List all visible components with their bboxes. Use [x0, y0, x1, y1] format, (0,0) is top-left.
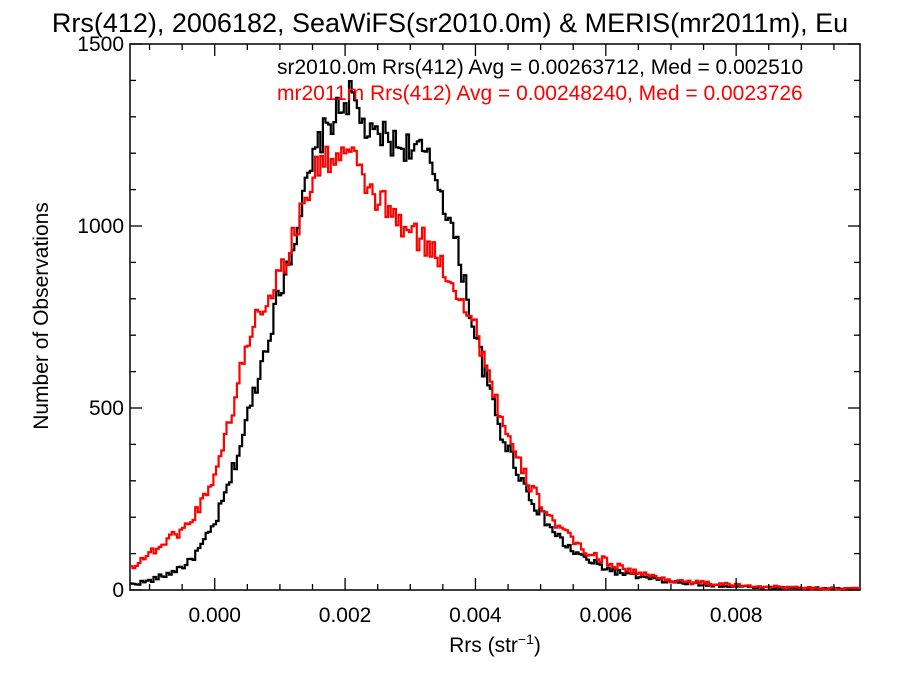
plot-frame: [129, 43, 861, 591]
y-tick-label: 0: [112, 579, 124, 602]
ticks-layer: 0.000 0.002 0.004 0.006 0.008 0 500 1000 1500: [77, 33, 860, 627]
legend-entry-sr2010: sr2010.0m Rrs(412) Avg = 0.00263712, Med…: [277, 56, 803, 79]
y-tick-label: 500: [89, 397, 124, 420]
series-line-mr2011: [130, 145, 860, 591]
x-tick-label: 0.002: [319, 604, 372, 627]
x-tick-label: 0.000: [188, 604, 241, 627]
y-tick-label: 1500: [77, 33, 124, 56]
x-axis-label-main: Rrs (str: [449, 634, 518, 657]
y-axis-label: Number of Observations: [30, 202, 53, 430]
x-axis-label-superscript: −1: [518, 631, 534, 647]
series-layer: [130, 80, 860, 591]
chart-title: Rrs(412), 2006182, SeaWiFS(sr2010.0m) & …: [52, 8, 848, 38]
x-axis-label: Rrs (str−1): [449, 631, 541, 657]
x-tick-label: 0.008: [710, 604, 763, 627]
legend-entry-mr2011: mr2011m Rrs(412) Avg = 0.00248240, Med =…: [277, 82, 803, 105]
x-axis-label-close: ): [534, 634, 541, 657]
y-tick-label: 1000: [77, 215, 124, 238]
x-tick-label: 0.004: [449, 604, 502, 627]
series-line-sr2010: [130, 80, 860, 591]
x-tick-label: 0.006: [580, 604, 633, 627]
